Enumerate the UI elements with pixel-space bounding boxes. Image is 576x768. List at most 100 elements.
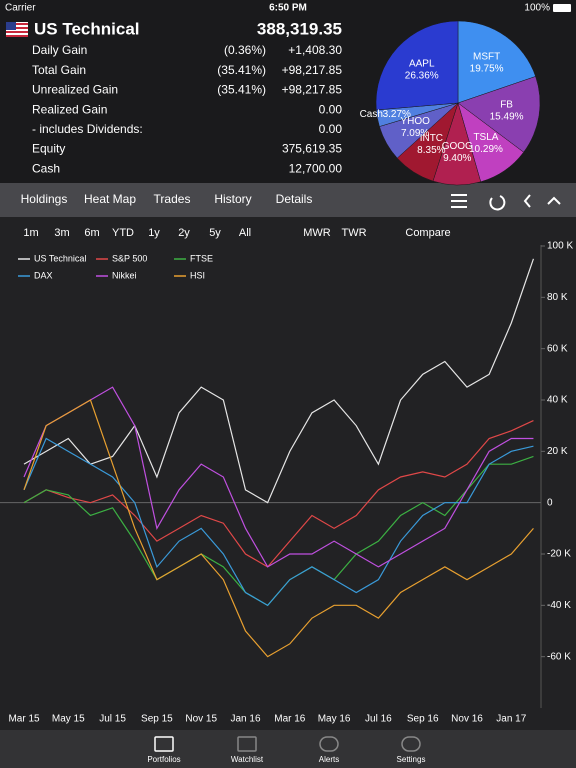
- row-value: 0.00: [319, 102, 343, 116]
- carrier: Carrier: [5, 3, 36, 14]
- portfolio-total: 388,319.35: [257, 19, 342, 38]
- row-label: Daily Gain: [32, 43, 87, 57]
- row-label: Realized Gain: [32, 102, 107, 116]
- tab[interactable]: History: [214, 192, 251, 206]
- tab-icon[interactable]: [237, 736, 257, 752]
- mode-button[interactable]: TWR: [341, 227, 366, 239]
- legend-label: Nikkei: [112, 270, 137, 280]
- pie-value: 10.29%: [469, 144, 503, 155]
- refresh-icon[interactable]: [489, 195, 506, 211]
- row-label: Equity: [32, 142, 65, 156]
- row-pct: (35.41%): [217, 63, 266, 77]
- portfolio-title: US Technical: [34, 19, 140, 38]
- menu-icon[interactable]: [451, 194, 467, 208]
- x-tick-label: Mar 15: [8, 714, 40, 725]
- x-tick-label: Nov 16: [451, 714, 483, 725]
- x-tick-label: May 15: [52, 714, 85, 725]
- row-value: 375,619.35: [282, 142, 342, 156]
- tab[interactable]: Holdings: [21, 192, 68, 206]
- y-tick-label: 100 K: [547, 241, 573, 252]
- battery: 100%: [524, 3, 550, 14]
- y-tick-label: -40 K: [547, 600, 571, 611]
- range-button[interactable]: 5y: [209, 227, 221, 239]
- tab-icon[interactable]: [401, 736, 421, 752]
- pie-slice: [375, 20, 459, 111]
- flag-canton: [6, 22, 16, 30]
- x-tick-label: Nov 15: [185, 714, 217, 725]
- pie-value: 19.75%: [470, 64, 504, 75]
- range-button[interactable]: 6m: [84, 227, 99, 239]
- y-tick-label: 80 K: [547, 292, 568, 303]
- compare-button[interactable]: Compare: [405, 227, 450, 239]
- pie-value: 7.09%: [401, 128, 429, 139]
- range-button[interactable]: YTD: [112, 227, 134, 239]
- pie-label: YHOO: [400, 116, 430, 127]
- series-line: [23, 419, 534, 568]
- legend-label: HSI: [190, 270, 205, 280]
- flag-stripes: [6, 23, 28, 37]
- range-button[interactable]: 1m: [23, 227, 38, 239]
- tab[interactable]: Heat Map: [84, 192, 136, 206]
- row-pct: (35.41%): [217, 83, 266, 97]
- pie-value: 26.36%: [405, 70, 439, 81]
- row-label: Total Gain: [32, 63, 86, 77]
- pie-slice: [457, 20, 536, 104]
- chart-bg: [0, 217, 576, 730]
- back-icon[interactable]: [523, 194, 531, 208]
- x-tick-label: Mar 16: [274, 714, 306, 725]
- y-tick-label: 60 K: [547, 343, 568, 354]
- series-line: [23, 258, 535, 504]
- x-tick-label: May 16: [318, 714, 351, 725]
- legend-label: DAX: [34, 270, 53, 280]
- pie-label: GOOG: [442, 141, 473, 152]
- range-button[interactable]: 3m: [54, 227, 69, 239]
- pie-slice: [457, 76, 541, 153]
- pie-value: 9.40%: [443, 153, 471, 164]
- mode-button[interactable]: MWR: [303, 227, 331, 239]
- legend-label: S&P 500: [112, 253, 147, 263]
- row-pct: (0.36%): [224, 43, 266, 57]
- y-tick-label: -60 K: [547, 651, 571, 662]
- series-line: [23, 437, 534, 607]
- pie-label: MSFT: [473, 52, 500, 63]
- x-tick-label: Jul 16: [365, 714, 392, 725]
- x-tick-label: Jan 16: [230, 714, 260, 725]
- series-line: [23, 386, 534, 568]
- range-button[interactable]: 1y: [148, 227, 160, 239]
- row-value: +1,408.30: [288, 43, 342, 57]
- range-button[interactable]: All: [239, 227, 251, 239]
- tab-icon[interactable]: [154, 736, 174, 752]
- tab[interactable]: Details: [276, 192, 313, 206]
- tab-label[interactable]: Watchlist: [231, 755, 264, 764]
- range-button[interactable]: 2y: [178, 227, 190, 239]
- pie-value: 8.35%: [417, 145, 445, 156]
- pie-label: AAPL: [409, 58, 435, 69]
- tab-label[interactable]: Settings: [397, 755, 426, 764]
- tab-icon[interactable]: [319, 736, 339, 752]
- row-label: - includes Dividends:: [32, 122, 143, 136]
- battery-icon: [553, 4, 571, 12]
- x-tick-label: Sep 15: [141, 714, 173, 725]
- y-tick-label: -20 K: [547, 549, 571, 560]
- x-tick-label: Jan 17: [496, 714, 526, 725]
- toolbar: [0, 183, 576, 217]
- x-tick-label: Sep 16: [407, 714, 439, 725]
- series-line: [23, 399, 534, 658]
- tab-label[interactable]: Portfolios: [147, 755, 180, 764]
- time: 6:50 PM: [269, 3, 307, 14]
- collapse-icon[interactable]: [547, 196, 561, 205]
- pie-label: Cash: [360, 109, 383, 120]
- legend-label: US Technical: [34, 253, 86, 263]
- pie-value: 3.27%: [383, 109, 411, 120]
- toolbar-icons: [451, 194, 561, 211]
- tab[interactable]: Trades: [154, 192, 191, 206]
- y-tick-label: 40 K: [547, 395, 568, 406]
- pie-label: TSLA: [473, 132, 498, 143]
- pie-value: 15.49%: [490, 111, 524, 122]
- tab-label[interactable]: Alerts: [319, 755, 339, 764]
- tab-bar: [0, 730, 576, 768]
- row-value: 12,700.00: [289, 161, 343, 175]
- row-label: Cash: [32, 161, 60, 175]
- x-tick-label: Jul 15: [99, 714, 126, 725]
